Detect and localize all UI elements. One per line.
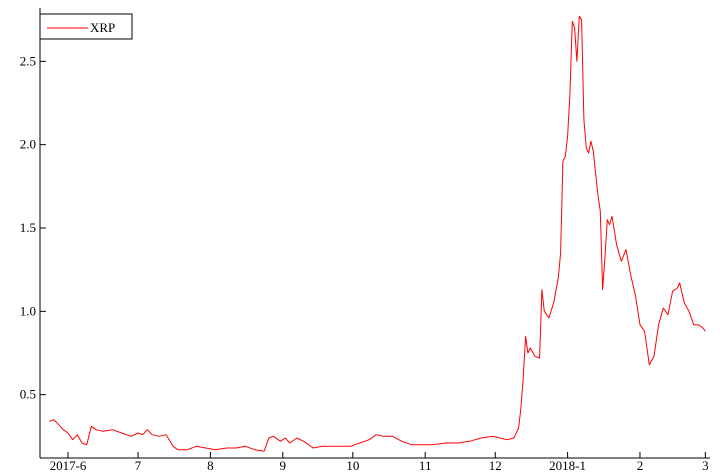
legend-box <box>39 13 133 40</box>
y-tick-label: 1.5 <box>20 220 36 235</box>
y-tick-label: 0.5 <box>20 387 36 402</box>
series-layer <box>49 15 706 452</box>
x-tick-label: 7 <box>135 458 142 473</box>
x-axis-ticks: 2017-6 7 8 9 10 11 12 2018-1 2 3 <box>50 452 709 473</box>
y-tick-label: 2.5 <box>20 53 36 68</box>
x-tick-label: 10 <box>346 458 359 473</box>
x-tick-label: 3 <box>702 458 709 473</box>
legend-label-xrp: XRP <box>90 20 115 35</box>
y-tick-label: 2.0 <box>20 137 36 152</box>
series-line-xrp <box>49 15 706 452</box>
legend: XRP <box>39 13 133 40</box>
x-tick-label: 9 <box>280 458 287 473</box>
x-tick-label: 11 <box>419 458 432 473</box>
x-tick-label: 2018-1 <box>549 458 586 473</box>
y-tick-label: 1.0 <box>20 303 36 318</box>
plot-frame <box>39 8 710 459</box>
x-tick-label: 12 <box>489 458 502 473</box>
x-tick-label: 8 <box>207 458 214 473</box>
x-tick-label: 2017-6 <box>50 458 87 473</box>
x-tick-label: 2 <box>637 458 644 473</box>
y-axis-ticks: 0.5 1.0 1.5 2.0 2.5 <box>20 53 46 402</box>
